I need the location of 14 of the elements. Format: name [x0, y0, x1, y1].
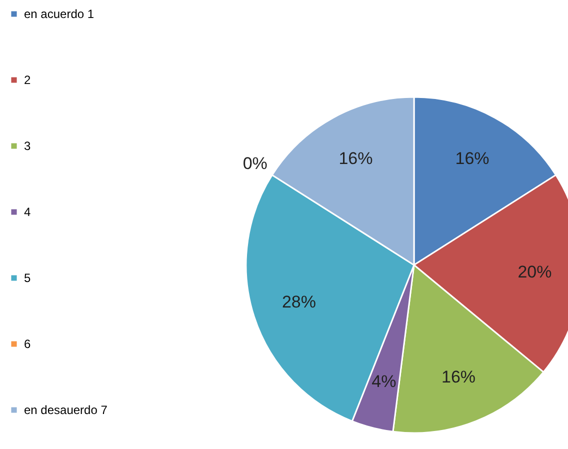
legend-label: 5: [24, 271, 31, 285]
text: 0%: [242, 154, 268, 174]
legend-label: 6: [24, 337, 31, 351]
legend-label: en acuerdo 1: [24, 7, 94, 21]
data-label: 20%: [518, 262, 552, 282]
legend-label: en desauerdo 7: [24, 403, 108, 417]
data-label: 16%: [442, 367, 476, 386]
data-label: 16%: [455, 149, 490, 168]
legend-label: 4: [24, 205, 31, 219]
data-label: 28%: [282, 292, 316, 312]
data-label: 4%: [372, 372, 396, 392]
legend-label: 3: [24, 139, 31, 153]
legend-label: 2: [24, 73, 31, 87]
data-label: 16%: [338, 149, 373, 168]
